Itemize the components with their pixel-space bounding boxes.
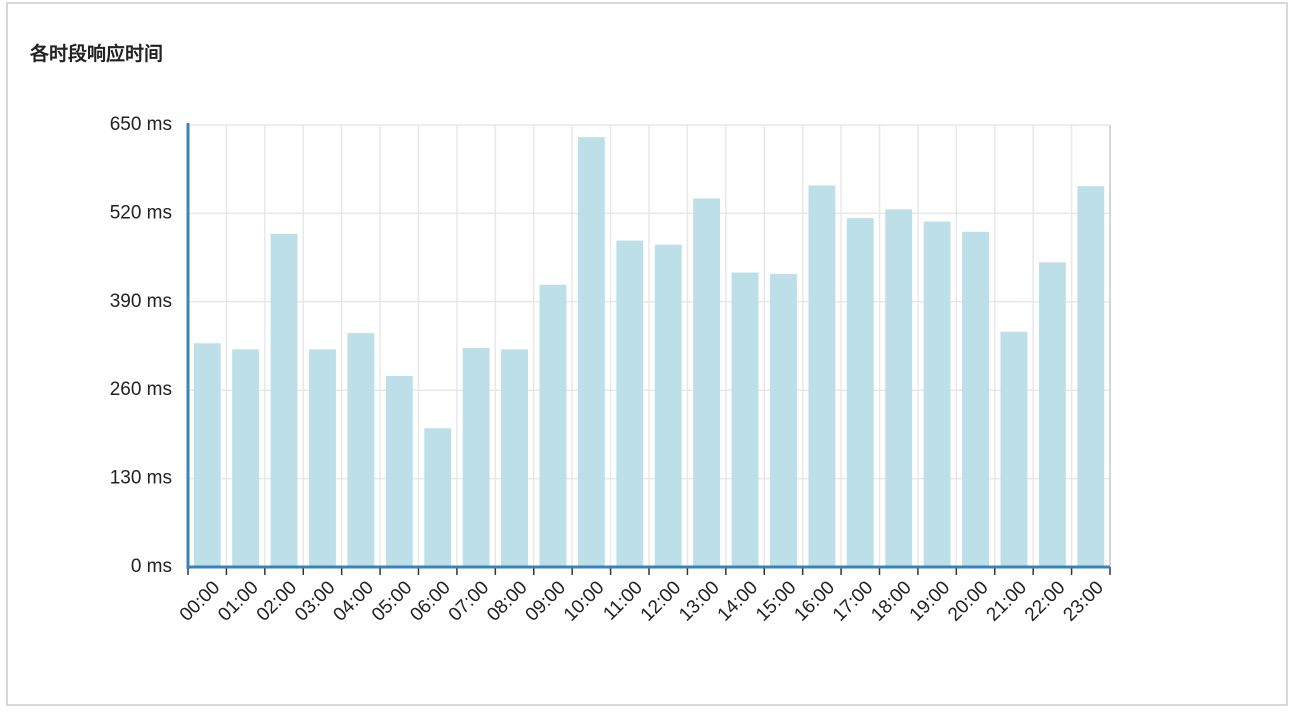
bar (232, 349, 260, 567)
bar (1038, 262, 1066, 567)
bar (347, 333, 375, 567)
bar (846, 218, 874, 567)
bar (462, 348, 490, 567)
bar (808, 185, 836, 567)
bar (577, 137, 605, 568)
y-tick-label: 520 ms (110, 202, 172, 223)
bar (770, 273, 797, 567)
y-tick-label: 0 ms (131, 556, 172, 577)
bar (309, 349, 336, 567)
bar (1077, 186, 1105, 567)
y-tick-label: 130 ms (110, 468, 172, 489)
bar (693, 198, 721, 567)
bar (424, 428, 452, 567)
bar (1000, 331, 1028, 567)
y-tick-label: 650 ms (110, 114, 172, 135)
bar (923, 221, 951, 567)
bar (616, 240, 644, 567)
bar (885, 209, 913, 567)
bar (654, 244, 682, 567)
bar (539, 284, 567, 567)
bar (385, 375, 413, 567)
bar (501, 349, 528, 567)
bar (270, 233, 298, 568)
y-tick-label: 260 ms (110, 379, 172, 400)
chart-title: 各时段响应时间 (29, 42, 163, 65)
bar (962, 231, 989, 567)
y-tick-label: 390 ms (110, 291, 172, 312)
bar (193, 343, 221, 567)
bar (731, 272, 759, 567)
